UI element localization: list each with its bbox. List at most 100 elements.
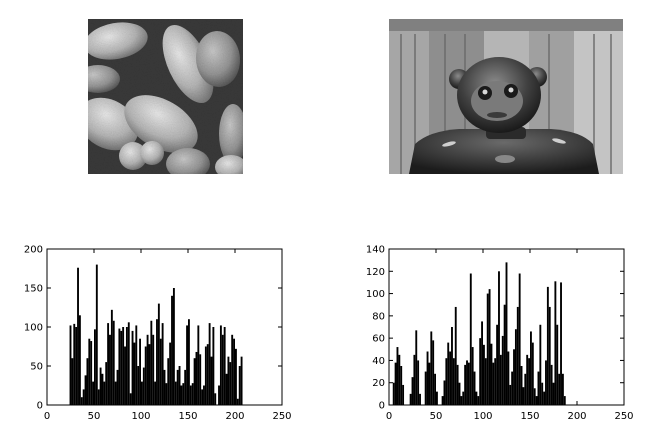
left-hist-bar xyxy=(167,358,170,405)
left-hist-bar xyxy=(180,385,183,405)
right-hist-bar xyxy=(511,371,514,405)
right-hist-bar xyxy=(402,384,405,405)
left-hist-bar xyxy=(148,344,151,405)
right-hist-bar xyxy=(452,358,455,405)
right-hist-bar xyxy=(475,391,478,405)
right-hist-bar xyxy=(471,347,474,405)
left-hist-bar xyxy=(75,327,78,405)
right-hist-x-tick-label: 250 xyxy=(614,411,633,422)
left-hist-bar xyxy=(197,325,200,405)
robot-picture xyxy=(389,19,623,174)
left-hist-y-tick-label: 100 xyxy=(24,323,43,334)
right-hist-bar xyxy=(432,340,435,405)
left-hist-bar xyxy=(77,267,79,405)
right-hist-bar xyxy=(419,393,421,405)
left-hist-bar xyxy=(231,334,234,405)
left-hist-x-tick-label: 200 xyxy=(225,411,244,422)
left-hist-bar xyxy=(236,398,239,405)
left-hist-bar xyxy=(174,381,177,405)
right-hist-bar xyxy=(467,362,470,405)
right-hist-x-tick-label: 0 xyxy=(386,411,392,422)
left-hist-bar xyxy=(150,320,153,405)
right-hist-bar xyxy=(400,366,403,405)
right-hist-bar xyxy=(499,354,502,405)
left-hist-bar xyxy=(184,369,187,405)
right-hist-bar xyxy=(556,324,559,405)
left-hist-bar xyxy=(97,389,100,405)
right-hist-bar xyxy=(473,371,476,405)
right-hist-bar xyxy=(449,351,452,405)
left-hist-y-tick-label: 50 xyxy=(30,362,43,373)
left-hist-y-tick-label: 200 xyxy=(24,245,43,256)
left-hist-bar xyxy=(214,393,217,405)
right-hist-bar xyxy=(441,396,444,405)
left-hist-x-tick-label: 50 xyxy=(88,411,101,422)
left-hist-bar xyxy=(233,338,235,405)
right-hist-bar xyxy=(488,289,491,405)
robot-image xyxy=(389,19,623,174)
right-hist-bar xyxy=(507,351,510,405)
right-hist-bar xyxy=(533,388,536,405)
right-hist-bar xyxy=(409,393,412,405)
left-hist-bar xyxy=(225,373,228,405)
right-hist-bar xyxy=(415,330,418,405)
left-hist-bar xyxy=(78,315,81,405)
right-hist-bar xyxy=(560,282,562,405)
left-hist-bar xyxy=(131,330,134,405)
left-hist-bar xyxy=(82,389,85,405)
left-hist-bar xyxy=(95,264,98,405)
left-hist-bar xyxy=(154,381,157,405)
right-hist-bar xyxy=(520,366,523,405)
left-hist-bar xyxy=(218,385,220,405)
right-hist-bar xyxy=(484,358,487,405)
left-hist-bar xyxy=(92,381,94,405)
right-hist-bar xyxy=(552,382,555,405)
left-hist-bar xyxy=(120,330,123,405)
left-hist-bar xyxy=(90,341,93,405)
left-hist-bar xyxy=(195,351,198,405)
left-hist-bar xyxy=(88,338,91,405)
left-hist-bar xyxy=(186,325,188,405)
right-hist-bar xyxy=(434,373,436,405)
left-hist-bar xyxy=(221,334,224,405)
right-hist-bar xyxy=(486,293,489,405)
left-hist-bar xyxy=(210,356,213,405)
right-hist-bar xyxy=(546,286,549,405)
peppers-image xyxy=(88,19,243,174)
left-hist-x-tick-label: 0 xyxy=(44,411,50,422)
right-hist-bar xyxy=(458,382,461,405)
left-hist-bar xyxy=(235,348,237,405)
left-hist-bar xyxy=(212,327,215,405)
right-hist-x-tick-label: 50 xyxy=(430,411,443,422)
left-hist-bar xyxy=(178,366,181,405)
left-hist-bar xyxy=(163,369,166,405)
right-hist-bar xyxy=(428,362,431,405)
left-hist-bar xyxy=(114,381,117,405)
right-hist-bar xyxy=(447,342,450,405)
right-hist-bar xyxy=(563,396,566,405)
right-hist-bar xyxy=(518,273,521,405)
right-hist-bar xyxy=(513,349,515,405)
right-hist-bar xyxy=(469,273,472,405)
right-hist-bar xyxy=(462,391,465,405)
right-hist-bar xyxy=(443,380,446,405)
right-hist-bar xyxy=(516,306,519,405)
right-hist-bar xyxy=(528,358,530,405)
right-hist-bar xyxy=(490,343,493,405)
right-hist-bar xyxy=(558,373,561,405)
right-hist-bar xyxy=(411,377,414,405)
left-hist-bar xyxy=(176,369,179,405)
left-hist-bar xyxy=(219,325,222,405)
left-hist-bar xyxy=(105,362,108,405)
left-hist-bar xyxy=(146,334,149,405)
right-hist-bar xyxy=(496,324,499,405)
left-hist-x-tick-label: 100 xyxy=(131,411,150,422)
left-hist-bar xyxy=(157,303,160,405)
left-hist-bar xyxy=(122,327,125,405)
right-hist-bar xyxy=(460,396,463,405)
left-hist-bar xyxy=(238,366,241,405)
right-hist-bar xyxy=(501,335,504,405)
left-hist-bar xyxy=(227,356,230,405)
right-hist-y-tick-label: 40 xyxy=(372,356,385,367)
